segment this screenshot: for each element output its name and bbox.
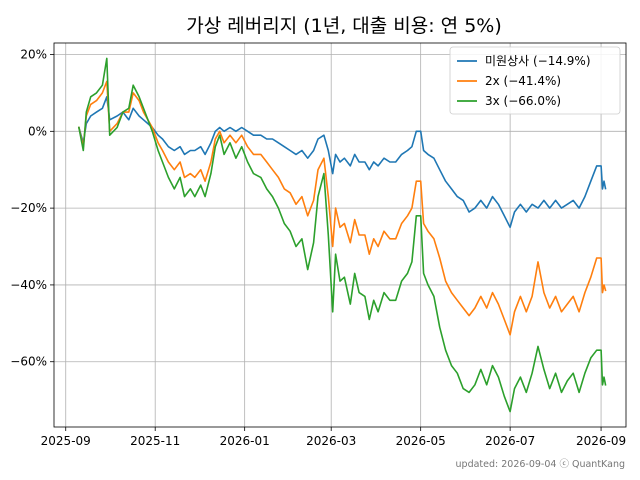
x-tick-label: 2026-05 [396, 434, 446, 448]
axis-ticks: 2025-09 2025-11 2026-01 2026-03 2026-05 2026-… [10, 48, 626, 448]
grid [54, 43, 626, 427]
y-tick-label: 0% [28, 124, 47, 138]
x-tick-label: 2025-09 [41, 434, 91, 448]
series-line-1 [77, 96, 607, 229]
y-tick-label: −60% [10, 355, 47, 369]
chart-title: 가상 레버리지 (1년, 대출 비용: 연 5%) [186, 15, 502, 37]
legend-label: 3x (−66.0%) [485, 94, 561, 108]
legend-label: 2x (−41.4%) [485, 74, 561, 88]
series-lines [77, 57, 607, 413]
x-tick-label: 2026-03 [306, 434, 356, 448]
legend-box [449, 46, 621, 115]
plot-frame [53, 42, 627, 428]
y-tick-label: 20% [20, 48, 47, 62]
x-tick-label: 2026-01 [220, 434, 270, 448]
y-tick-label: −20% [10, 201, 47, 215]
series-line-3 [77, 57, 607, 413]
footer-credit: updated: 2026-09-04 ⓒ QuantKang [456, 459, 625, 470]
x-tick-label: 2026-07 [485, 434, 535, 448]
x-tick-label: 2025-11 [130, 434, 180, 448]
legend-label: 미원상사 (−14.9%) [485, 54, 591, 68]
y-tick-label: −40% [10, 278, 47, 292]
x-tick-label: 2026-09 [576, 434, 626, 448]
legend: 미원상사 (−14.9%) 2x (−41.4%) 3x (−66.0%) [449, 46, 621, 115]
series-line-2 [77, 80, 607, 336]
